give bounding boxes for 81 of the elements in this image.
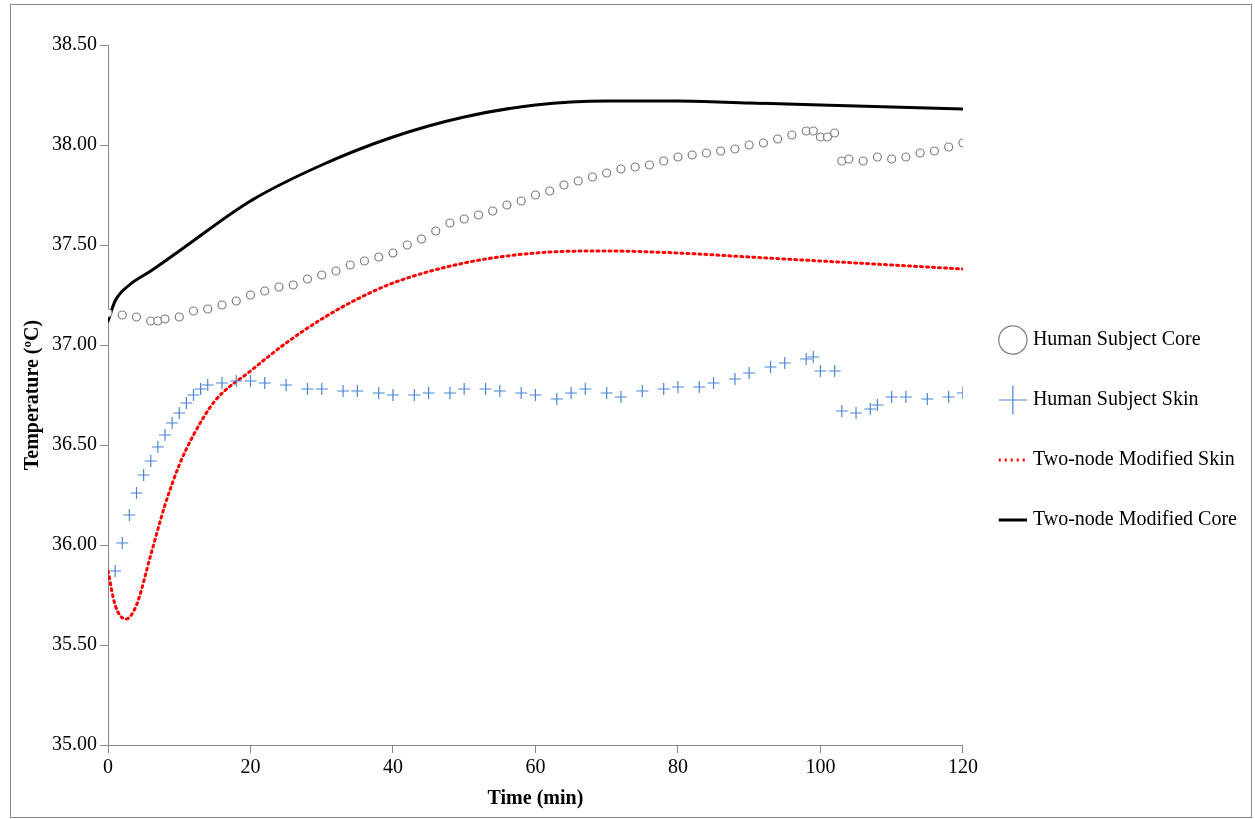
- point: [300, 382, 315, 396]
- point: [706, 376, 721, 390]
- point: [179, 396, 193, 410]
- point: [372, 386, 386, 400]
- point: [137, 468, 151, 482]
- point: [144, 454, 158, 468]
- point: [350, 384, 364, 398]
- x-tick-label: 0: [103, 755, 113, 778]
- point: [108, 564, 122, 578]
- x-tick-label: 60: [525, 755, 546, 778]
- point: [215, 376, 229, 390]
- point: [194, 382, 208, 396]
- point: [336, 384, 350, 398]
- point: [828, 364, 842, 378]
- point: [478, 382, 493, 396]
- point: [806, 350, 820, 364]
- point: [129, 486, 144, 500]
- point: [600, 386, 614, 400]
- point: [614, 390, 628, 404]
- point: [835, 404, 849, 418]
- point: [728, 372, 742, 386]
- legend-label: Two-node Modified Core: [1032, 507, 1238, 530]
- y-tick-label: 35.50: [52, 632, 97, 655]
- legend-label: Two-node Modified Skin: [1032, 447, 1235, 470]
- point: [799, 352, 813, 366]
- x-tick-label: 120: [947, 755, 978, 778]
- point: [165, 416, 179, 430]
- point: [151, 440, 165, 454]
- y-tick-label: 38.00: [52, 132, 97, 155]
- line-series: [108, 249, 963, 621]
- point: [885, 390, 899, 404]
- point: [635, 384, 649, 398]
- point: [813, 364, 828, 378]
- point: [243, 374, 258, 388]
- point: [172, 406, 186, 420]
- point: [122, 508, 136, 522]
- point: [493, 384, 507, 398]
- y-tick-label: 35.00: [52, 732, 97, 755]
- point: [443, 386, 457, 400]
- point: [421, 386, 436, 400]
- point: [863, 402, 877, 416]
- point: [899, 390, 913, 404]
- point: [158, 428, 172, 442]
- point: [457, 382, 471, 396]
- point: [528, 388, 543, 402]
- y-tick-label: 36.00: [52, 532, 97, 555]
- point: [763, 360, 778, 374]
- point: [315, 382, 329, 396]
- point: [201, 378, 215, 392]
- point: [578, 382, 592, 396]
- x-tick-label: 80: [667, 755, 688, 778]
- point: [115, 536, 129, 550]
- point: [657, 382, 671, 396]
- point: [279, 378, 293, 392]
- x-tick-label: 40: [382, 755, 403, 778]
- point: [742, 366, 756, 380]
- y-tick-label: 37.00: [52, 332, 97, 355]
- point: [407, 388, 421, 402]
- point: [778, 356, 792, 370]
- point: [671, 380, 685, 394]
- legend-label: Human Subject Skin: [1032, 387, 1199, 411]
- y-tick-label: 37.50: [52, 232, 97, 255]
- point: [849, 406, 863, 420]
- x-tick-label: 100: [805, 755, 836, 778]
- legend-label: Human Subject Core: [1032, 327, 1201, 351]
- point: [258, 376, 272, 390]
- point: [564, 386, 578, 400]
- point: [870, 398, 884, 412]
- y-axis-title: Temperature (ºC): [20, 319, 44, 471]
- point: [514, 386, 528, 400]
- y-tick-label: 38.50: [52, 32, 97, 55]
- point: [920, 392, 934, 406]
- x-axis-title: Time (min): [487, 786, 584, 810]
- point: [186, 388, 201, 402]
- point: [229, 374, 243, 388]
- y-tick-label: 36.50: [52, 432, 97, 455]
- x-tick-label: 20: [240, 755, 261, 778]
- point: [386, 388, 400, 402]
- point: [692, 380, 706, 394]
- point: [942, 390, 956, 404]
- point: [550, 392, 564, 406]
